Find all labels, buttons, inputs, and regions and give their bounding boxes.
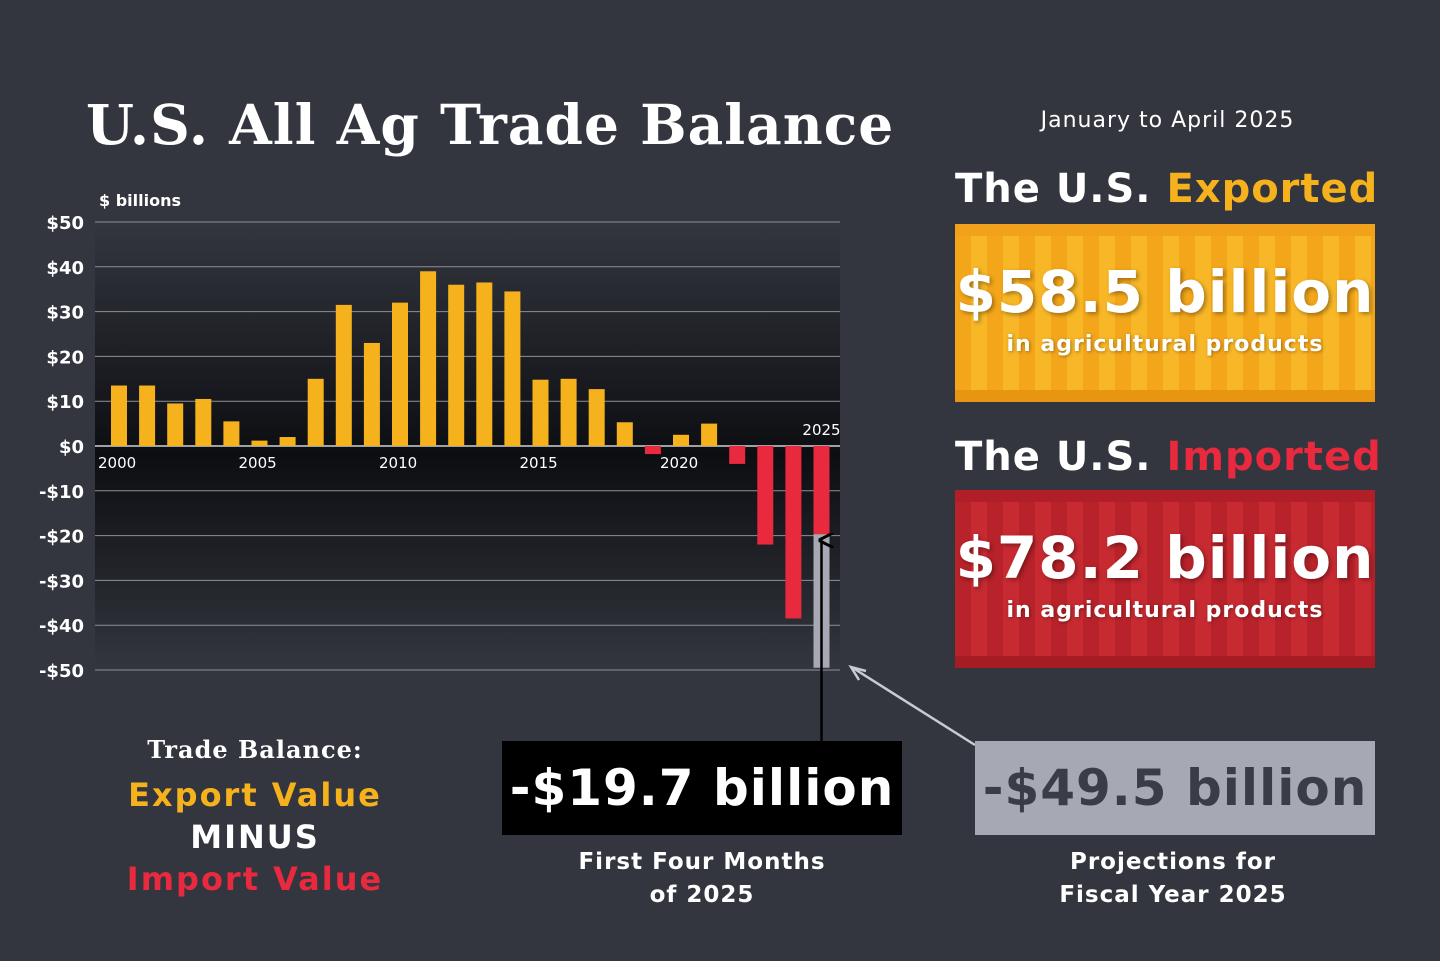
y-axis-unit-label: $ billions (99, 191, 181, 210)
y-tick-label: -$50 (39, 661, 84, 682)
import-heading-highlight: Imported (1166, 434, 1382, 480)
legend-import-value: Import Value (126, 860, 384, 898)
export-subtitle: in agricultural products (1006, 332, 1324, 357)
bar-2005 (251, 440, 268, 446)
x-tick-label: 2015 (520, 454, 558, 472)
bar-2025 (813, 446, 830, 535)
y-tick-label: -$40 (39, 616, 84, 637)
x-tick-label: 2000 (98, 454, 136, 472)
bar-2014 (504, 291, 521, 446)
projection-caption-line2: Fiscal Year 2025 (1059, 882, 1287, 908)
x-tick-label: 2025 (802, 421, 840, 439)
bar-2019 (644, 446, 661, 455)
ytd-caption: First Four Months of 2025 (552, 846, 852, 912)
y-tick-label: $30 (46, 303, 84, 324)
trade-balance-legend: Trade Balance: Export Value MINUS Import… (100, 735, 410, 900)
bar-2008 (335, 304, 352, 446)
export-value: $58.5 billion (955, 258, 1375, 326)
bar-2007 (307, 378, 324, 446)
bar-2020 (673, 434, 689, 446)
bar-2024 (785, 446, 802, 619)
bar-2015 (532, 379, 549, 446)
bar-2023 (757, 446, 774, 545)
import-container-box: $78.2 billion in agricultural products (955, 490, 1375, 668)
projection-caption-line1: Projections for (1069, 849, 1277, 875)
export-heading-prefix: The U.S. (955, 166, 1152, 212)
x-tick-label: 2020 (660, 454, 698, 472)
y-tick-label: $0 (59, 437, 84, 458)
y-tick-label: $10 (46, 392, 84, 413)
bar-2017 (588, 389, 605, 446)
import-heading-prefix: The U.S. (955, 434, 1152, 480)
y-tick-label: -$10 (39, 482, 84, 503)
legend-title: Trade Balance: (147, 735, 363, 764)
bar-2004 (223, 421, 240, 446)
bar-2009 (363, 342, 380, 446)
ytd-caption-line1: First Four Months (578, 849, 826, 875)
import-subtitle: in agricultural products (1006, 598, 1324, 623)
bar-2001 (139, 385, 156, 446)
projection-pointer-line (852, 666, 976, 747)
ytd-balance-box: -$19.7 billion (502, 741, 902, 835)
y-tick-label: -$20 (39, 527, 84, 548)
bar-2022 (729, 446, 746, 464)
bar-2016 (560, 378, 577, 446)
export-heading: The U.S. Exported (955, 166, 1379, 212)
import-value: $78.2 billion (955, 524, 1375, 592)
bar-2002 (167, 403, 184, 446)
y-tick-label: $40 (46, 258, 84, 279)
bar-2010 (392, 302, 408, 446)
legend-export-value: Export Value (128, 776, 382, 814)
y-tick-label: $50 (46, 213, 84, 234)
projection-pointer-arrowhead (848, 664, 867, 681)
y-tick-label: -$30 (39, 571, 84, 592)
bar-2006 (279, 437, 296, 446)
bar-2013 (476, 282, 493, 446)
bar-2018 (616, 422, 633, 446)
projection-balance-box: -$49.5 billion (975, 741, 1375, 835)
projection-caption: Projections for Fiscal Year 2025 (1023, 846, 1323, 912)
export-container-box: $58.5 billion in agricultural products (955, 224, 1375, 402)
period-label: January to April 2025 (1040, 108, 1295, 133)
bar-2012 (448, 284, 465, 446)
bar-2011 (420, 271, 437, 446)
page-title: U.S. All Ag Trade Balance (86, 92, 895, 157)
x-tick-label: 2005 (239, 454, 277, 472)
bar-2021 (701, 423, 718, 446)
import-heading: The U.S. Imported (955, 434, 1381, 480)
x-tick-label: 2010 (379, 454, 417, 472)
ytd-caption-line2: of 2025 (649, 882, 755, 908)
legend-minus: MINUS (190, 818, 320, 856)
bar-2000 (111, 385, 127, 446)
export-heading-highlight: Exported (1166, 166, 1379, 212)
y-tick-label: $20 (46, 347, 84, 368)
bar-2003 (195, 398, 212, 446)
